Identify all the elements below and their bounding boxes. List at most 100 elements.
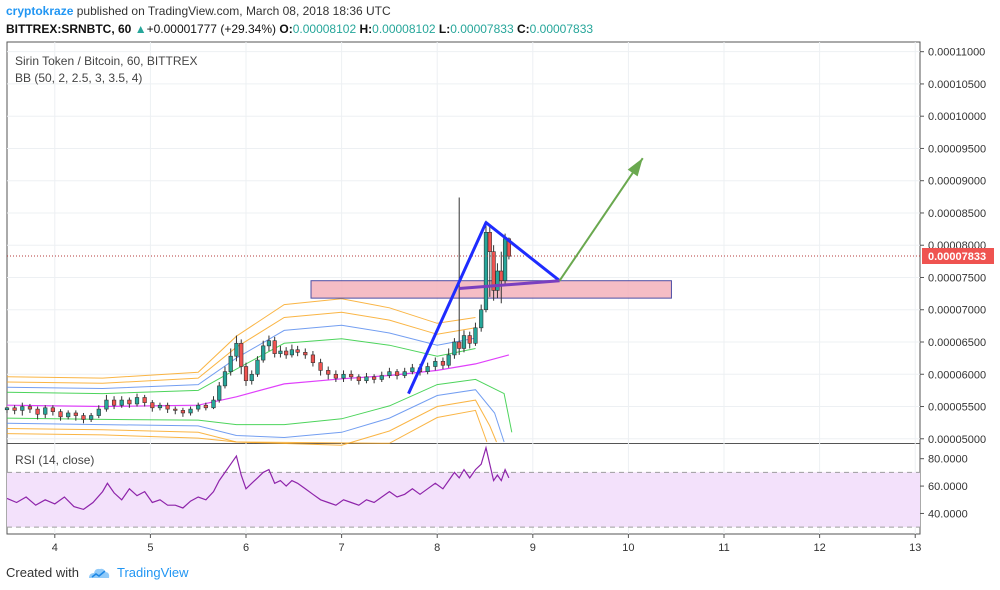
candle [188, 406, 193, 416]
time-axis-label: 9 [530, 542, 536, 554]
price-axis-label: 0.00007500 [928, 272, 986, 284]
candle [440, 357, 446, 370]
bb-lower-band [6, 378, 513, 433]
candle [81, 412, 86, 424]
candle [73, 410, 78, 421]
bb-upper-band [6, 338, 476, 395]
low-value: 0.00007833 [450, 22, 514, 36]
candle [35, 406, 40, 420]
candle [217, 382, 222, 403]
candle-body [234, 342, 239, 357]
candle [310, 351, 316, 367]
candle [326, 366, 331, 380]
time-axis-label: 6 [243, 542, 249, 554]
candle-body [119, 399, 124, 406]
bb-upper-band [6, 298, 476, 379]
rsi-line [6, 445, 510, 511]
candle-body [35, 408, 40, 415]
candle-body [479, 309, 484, 329]
candle [502, 233, 508, 284]
candle-body [473, 327, 478, 344]
change-up-icon: ▲ [134, 22, 147, 36]
candle [272, 336, 277, 358]
symbol-label: BITTREX:SRNBTC, 60 [6, 22, 132, 36]
candle-body [326, 370, 331, 375]
time-axis-label: 4 [52, 542, 58, 554]
candle-body [349, 373, 354, 378]
candle [356, 374, 361, 385]
time-axis-label: 8 [434, 542, 440, 554]
price-axis-label: 0.00006500 [928, 337, 986, 349]
candle-body [58, 411, 63, 418]
axes: 0.00011000 0.00010500 0.00010000 0.00009500… [52, 47, 994, 554]
candle [266, 335, 272, 352]
price-axis-label: 0.00010500 [928, 79, 986, 91]
candle-body [217, 385, 222, 401]
candle [150, 400, 155, 412]
candle [483, 220, 489, 313]
candle-body [150, 402, 155, 409]
candle-body [289, 349, 294, 356]
candle-body [188, 408, 193, 414]
candle [379, 371, 384, 382]
candle-body [243, 366, 249, 382]
candle [234, 335, 239, 362]
candle [96, 405, 101, 419]
candle [349, 370, 354, 381]
bb-upper-band [6, 311, 476, 384]
candle-body [255, 359, 260, 375]
candle [341, 370, 346, 382]
low-label: L: [438, 22, 451, 36]
author-link[interactable]: cryptokraze [6, 4, 74, 18]
tradingview-brand-link[interactable]: TradingView [116, 565, 189, 580]
open-label: O: [279, 22, 293, 36]
candle [473, 322, 478, 346]
candle [66, 410, 71, 420]
open-value: 0.00008102 [292, 22, 357, 36]
price-axis-label: 0.00010000 [928, 111, 986, 123]
candle [134, 393, 140, 407]
rsi-axis-label: 40.0000 [928, 508, 968, 520]
candle-body [111, 399, 117, 406]
candle-body [379, 375, 384, 380]
candle [173, 406, 178, 415]
chart-title: Sirin Token / Bitcoin, 60, BITTREX [15, 54, 198, 68]
candle-body [43, 407, 48, 415]
candle [127, 397, 132, 408]
candle [228, 348, 233, 376]
candle [165, 402, 170, 413]
candle-body [457, 341, 462, 349]
candle [157, 402, 163, 411]
candle-body [425, 366, 430, 372]
price-axis-label: 0.00009000 [928, 176, 986, 188]
candle-body [333, 373, 338, 379]
candle-body [239, 342, 244, 367]
candle-body [73, 412, 78, 416]
candle-body [467, 335, 472, 344]
candle-body [278, 350, 283, 354]
candle [119, 396, 124, 408]
candle-body [387, 371, 392, 376]
close-label: C: [516, 22, 530, 36]
candle-body [27, 406, 33, 410]
candle [111, 396, 117, 410]
candle [289, 344, 294, 358]
candle-body [12, 407, 17, 411]
publish-header: cryptokraze published on TradingView.com… [6, 4, 391, 18]
candle-body [50, 407, 55, 412]
candle [364, 372, 369, 384]
candle [142, 394, 147, 407]
candle [372, 374, 377, 384]
candle-body [228, 355, 233, 372]
candle-body [341, 373, 346, 379]
candle-body [295, 349, 300, 353]
last-price-badge [922, 248, 994, 264]
candle-body [96, 408, 101, 416]
candle [446, 348, 451, 368]
rsi-axis-label: 80.0000 [928, 454, 968, 466]
published-text: published on TradingView.com, March 08, … [76, 4, 391, 18]
candle [318, 358, 323, 376]
pattern-line [407, 221, 561, 395]
candle [196, 402, 201, 412]
